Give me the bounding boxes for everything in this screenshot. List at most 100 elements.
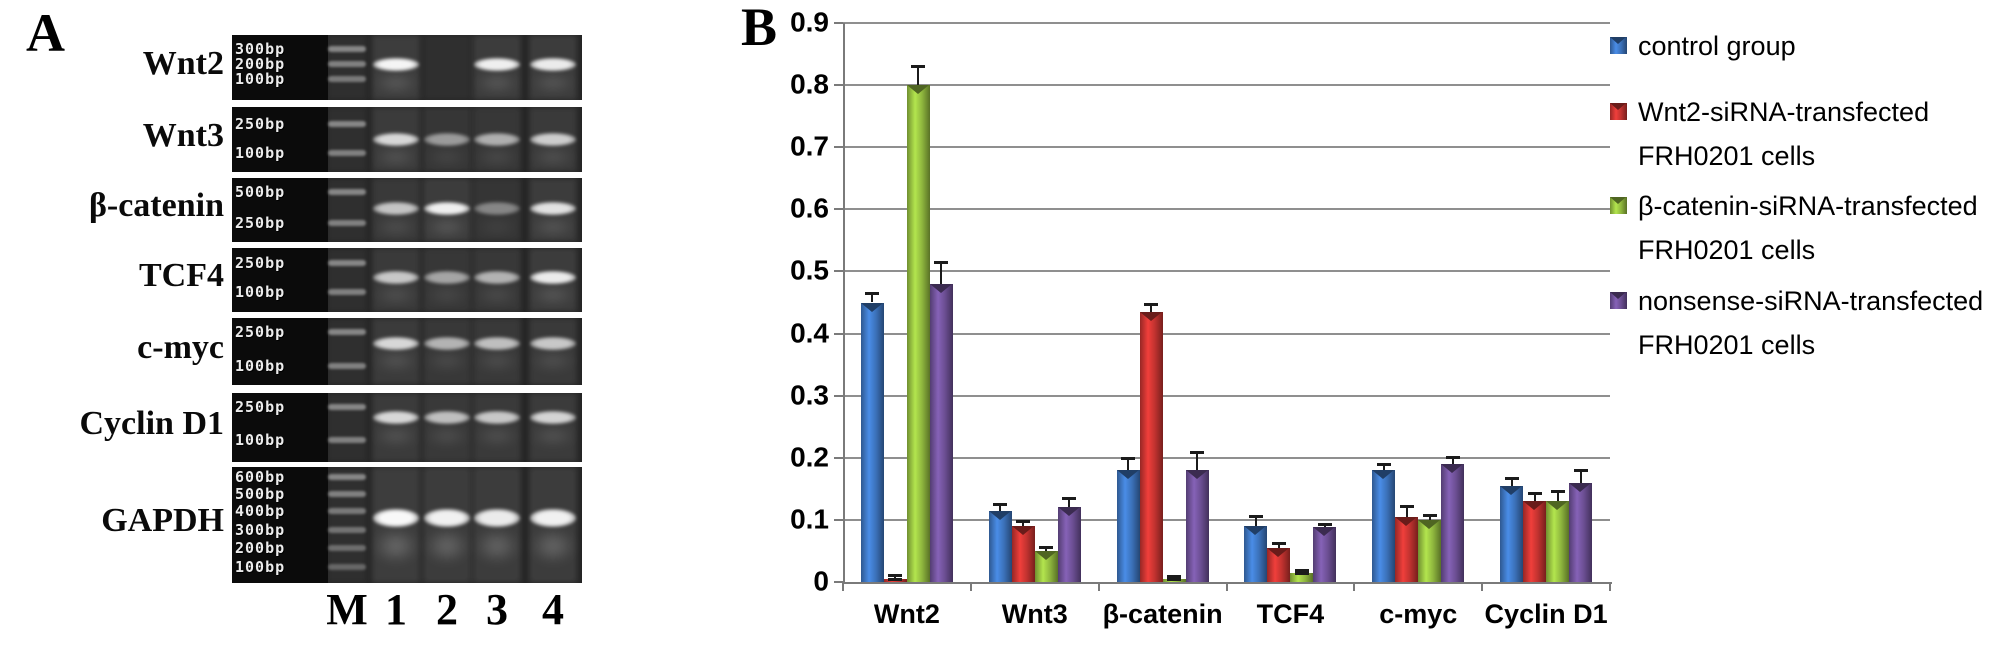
grid-line xyxy=(843,84,1610,87)
bar-cap-chevron xyxy=(1418,519,1441,529)
error-bar xyxy=(1556,491,1559,502)
bp-label-block: 250bp 100bp xyxy=(232,107,328,172)
gene-label: TCF4 xyxy=(139,257,224,294)
legend-marker-chevron xyxy=(1610,197,1626,204)
grid-line xyxy=(843,146,1610,149)
bp-label-block: 250bp 100bp xyxy=(232,248,328,312)
legend-item: nonsense-siRNA-transfected FRH0201 cells xyxy=(1610,279,1983,367)
x-category-label: Cyclin D1 xyxy=(1484,599,1608,629)
bar-cap-chevron xyxy=(1267,547,1290,557)
error-bar-top-cap xyxy=(1039,545,1054,549)
bar xyxy=(1418,519,1442,582)
marker-band xyxy=(328,329,366,336)
error-bar-top-cap xyxy=(1550,490,1565,494)
bar-cap-chevron xyxy=(1500,485,1523,495)
bp-label: 100bp xyxy=(235,557,286,576)
marker-band xyxy=(328,363,366,370)
marker-band xyxy=(328,563,366,570)
bar-cap-chevron xyxy=(1313,527,1336,537)
gel-smear xyxy=(374,351,418,372)
gel-smear xyxy=(374,425,418,446)
error-bar-bottom-cap xyxy=(1294,571,1309,575)
marker-lane xyxy=(327,107,367,172)
legend-label: β-catenin-siRNA-transfected FRH0201 cells xyxy=(1638,184,1978,272)
grid-line xyxy=(843,394,1610,397)
y-axis-tick xyxy=(834,146,843,149)
gel-smear xyxy=(475,425,519,446)
y-tick-label: 0.9 xyxy=(790,6,829,38)
legend-marker xyxy=(1610,292,1627,309)
error-bar-top-cap xyxy=(1190,450,1205,454)
gel-row: 300bp 200bp 100bp xyxy=(232,35,582,100)
x-axis-tick xyxy=(1609,582,1611,591)
legend-marker-chevron xyxy=(1610,37,1626,44)
error-bar-top-cap xyxy=(1376,462,1391,466)
marker-band xyxy=(328,526,366,533)
bp-label: 500bp xyxy=(235,183,286,202)
legend-label-line: Wnt2-siRNA-transfected xyxy=(1638,97,1930,127)
marker-lane xyxy=(327,467,367,583)
y-axis-tick xyxy=(834,518,843,521)
sample-lane xyxy=(529,393,577,462)
bar-cap-chevron xyxy=(1057,507,1080,517)
error-bar xyxy=(917,66,920,86)
bar-cap-chevron xyxy=(988,510,1011,520)
gene-label: c-myc xyxy=(137,328,224,366)
y-tick-label: 0.7 xyxy=(790,130,829,162)
legend-item: control group xyxy=(1610,24,1796,68)
marker-band xyxy=(328,120,366,127)
error-bar xyxy=(1022,521,1025,527)
gel-smear xyxy=(531,216,575,237)
y-tick-label: 0.1 xyxy=(790,503,829,535)
error-bar-top-cap xyxy=(1121,456,1136,460)
y-axis-tick xyxy=(834,270,843,273)
error-bar xyxy=(1254,516,1257,527)
x-axis-tick xyxy=(1353,582,1356,591)
x-axis-tick xyxy=(1225,582,1228,591)
gel-smear xyxy=(425,216,469,237)
bar xyxy=(1057,507,1081,582)
error-bar-top-cap xyxy=(1294,569,1309,573)
gel-row: 500bp 250bp xyxy=(232,178,582,242)
y-tick-label: 0.8 xyxy=(790,68,829,100)
gel-smear xyxy=(374,285,418,306)
gel-band xyxy=(474,336,520,350)
bar xyxy=(1441,463,1465,582)
bp-label: 100bp xyxy=(235,430,286,449)
error-bar-top-cap xyxy=(888,574,903,578)
legend-marker xyxy=(1610,103,1627,120)
gel-band xyxy=(530,202,576,216)
bar-cap-chevron xyxy=(906,85,929,95)
bp-label: 100bp xyxy=(235,282,286,301)
panel-b-letter: B xyxy=(741,0,778,57)
gel-band xyxy=(424,202,470,216)
error-bar xyxy=(1382,463,1385,471)
error-bar xyxy=(1196,451,1199,471)
error-bar-top-cap xyxy=(911,65,926,69)
error-bar-top-cap xyxy=(1144,303,1159,307)
bar xyxy=(906,85,930,582)
error-bar xyxy=(1533,493,1536,502)
gel-smear xyxy=(475,285,519,306)
bp-label: 500bp xyxy=(235,484,286,503)
legend-item: Wnt2-siRNA-transfected FRH0201 cells xyxy=(1610,90,1929,178)
gel-band xyxy=(424,133,470,146)
x-category-label: c-myc xyxy=(1379,599,1458,629)
bp-label: 250bp xyxy=(235,213,286,232)
bp-label: 250bp xyxy=(235,254,286,273)
y-axis-tick xyxy=(834,394,843,397)
lane-header: 1 xyxy=(385,585,407,634)
bar xyxy=(1244,526,1268,582)
lane-header: M xyxy=(326,585,368,634)
y-axis-line xyxy=(843,23,845,584)
gel-smear xyxy=(531,285,575,306)
bar-cap-chevron xyxy=(1569,482,1592,492)
error-bar xyxy=(940,262,943,284)
sample-lane xyxy=(529,318,577,385)
marker-band xyxy=(328,149,366,156)
gel-smear xyxy=(531,425,575,446)
bp-label-block: 300bp 200bp 100bp xyxy=(232,35,328,100)
bar-cap-chevron xyxy=(1034,550,1057,560)
grid-line xyxy=(843,270,1610,273)
gel-band xyxy=(373,336,419,350)
